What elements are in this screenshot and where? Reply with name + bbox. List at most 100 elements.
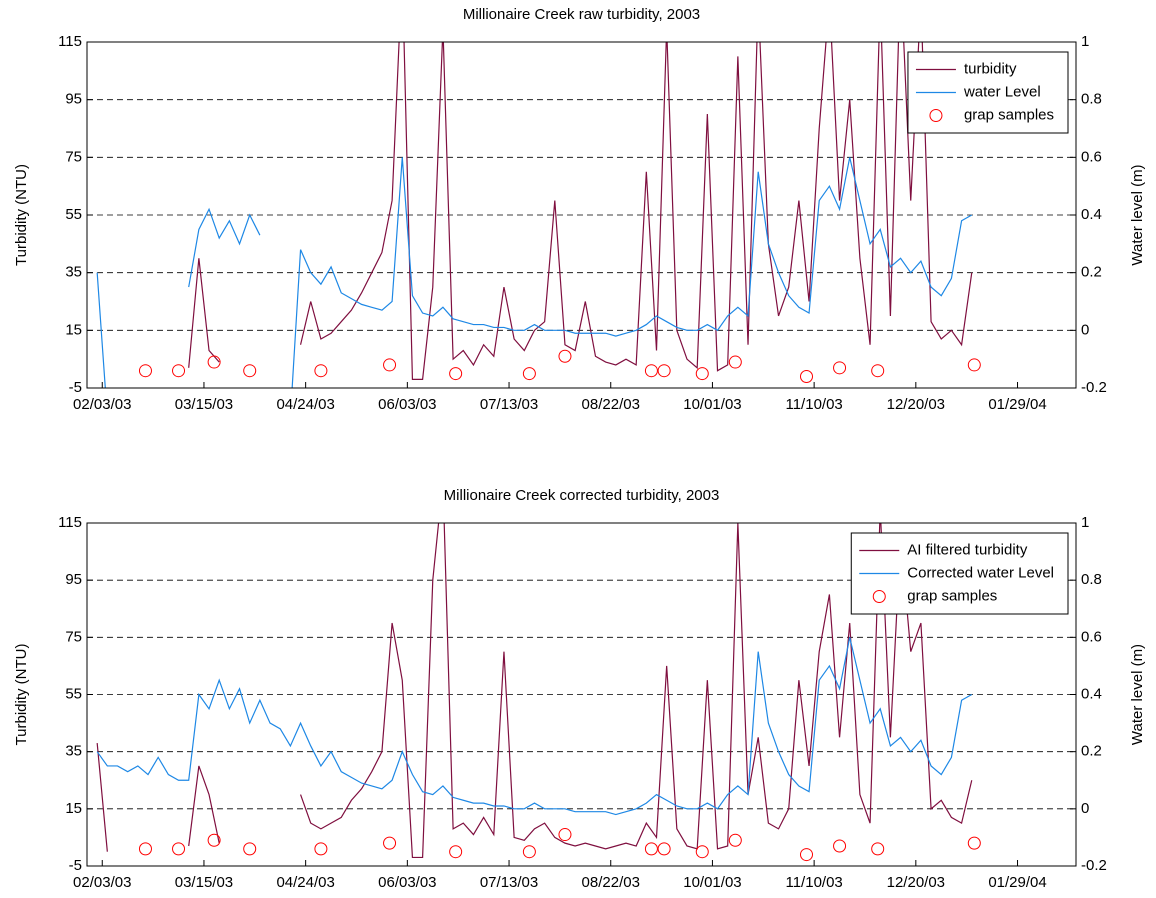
sample-point <box>871 364 885 378</box>
sample-point <box>558 349 572 363</box>
sample-point <box>243 842 257 856</box>
sample-point <box>728 833 742 847</box>
sample-point <box>522 367 536 381</box>
x-tick-label: 06/03/03 <box>378 396 436 413</box>
legend-marker <box>872 590 886 603</box>
x-tick-label: 07/13/03 <box>480 874 538 891</box>
sample-point <box>728 355 742 369</box>
sample-point <box>800 848 814 862</box>
sample-point <box>967 836 981 850</box>
chart: Millionaire Creek raw turbidity, 2003 Tur… <box>13 6 1146 413</box>
sample-point <box>314 364 328 378</box>
sample-point <box>138 842 152 856</box>
sample-point <box>833 361 847 375</box>
series-line <box>188 42 973 380</box>
plot-area <box>96 42 981 388</box>
legend-marker <box>929 109 943 122</box>
sample-point <box>243 364 257 378</box>
x-tick-label: 03/15/03 <box>175 396 233 413</box>
x-tick-label: 03/15/03 <box>175 874 233 891</box>
x-tick-label: 04/24/03 <box>276 396 334 413</box>
y-tick-label: 115 <box>58 514 82 531</box>
sample-point <box>800 369 814 383</box>
y-tick-label: 55 <box>65 206 82 223</box>
y2-tick-label: 0.8 <box>1081 571 1102 588</box>
sample-point <box>644 842 658 856</box>
y2-tick-label: 0.8 <box>1081 91 1102 108</box>
legend-label: grap samples <box>964 106 1054 123</box>
y2-tick-label: 0.4 <box>1081 206 1102 223</box>
x-tick-label: 11/10/03 <box>785 874 842 891</box>
sample-point <box>449 367 463 381</box>
series-line <box>96 157 973 388</box>
x-tick-label: 08/22/03 <box>582 874 640 891</box>
x-tick-label: 07/13/03 <box>480 396 538 413</box>
x-tick-label: 12/20/03 <box>887 874 945 891</box>
chart: Millionaire Creek corrected turbidity, 2… <box>13 487 1146 891</box>
y-tick-label: 95 <box>65 91 82 108</box>
sample-point <box>172 364 186 378</box>
y-tick-label: 35 <box>65 743 82 760</box>
y-tick-label: -5 <box>69 857 82 874</box>
x-tick-label: 10/01/03 <box>683 874 741 891</box>
y2-tick-label: -0.2 <box>1081 857 1107 874</box>
sample-point <box>695 367 709 381</box>
y2-tick-label: 0.4 <box>1081 685 1102 702</box>
sample-point <box>383 358 397 372</box>
sample-point <box>449 845 463 859</box>
y2-tick-label: 0.6 <box>1081 148 1102 165</box>
sample-point <box>558 828 572 842</box>
legend-label: grap samples <box>907 587 997 604</box>
y2-axis-label: Water level (m) <box>1129 644 1146 745</box>
y2-tick-label: 1 <box>1081 514 1089 531</box>
chart-title: Millionaire Creek raw turbidity, 2003 <box>463 6 700 23</box>
x-tick-label: 06/03/03 <box>378 874 436 891</box>
y-tick-label: 95 <box>65 571 82 588</box>
sample-point <box>207 833 221 847</box>
y-tick-label: 15 <box>65 800 82 817</box>
sample-point <box>967 358 981 372</box>
axes-box <box>86 41 1077 389</box>
series-line <box>96 523 973 859</box>
y2-tick-label: -0.2 <box>1081 379 1107 396</box>
x-tick-label: 08/22/03 <box>582 396 640 413</box>
y-axis-label: Turbidity (NTU) <box>13 644 30 746</box>
plot-area <box>96 523 981 862</box>
sample-point <box>522 845 536 859</box>
sample-point <box>314 842 328 856</box>
sample-point <box>138 364 152 378</box>
y-tick-label: 55 <box>65 685 82 702</box>
y-tick-label: -5 <box>69 379 82 396</box>
y2-tick-label: 0.6 <box>1081 628 1102 645</box>
sample-point <box>207 355 221 369</box>
y2-tick-label: 0.2 <box>1081 264 1102 281</box>
sample-point <box>657 842 671 856</box>
legend: AI filtered turbidity Corrected water Lev… <box>850 532 1069 615</box>
legend-label: Corrected water Level <box>907 564 1054 581</box>
y2-tick-label: 1 <box>1081 33 1089 50</box>
y2-tick-label: 0 <box>1081 321 1089 338</box>
legend-label: AI filtered turbidity <box>907 541 1028 558</box>
series-line <box>96 637 973 816</box>
sample-point <box>695 845 709 859</box>
y-tick-label: 15 <box>65 321 82 338</box>
y-tick-label: 115 <box>58 33 82 50</box>
axes-box <box>86 522 1077 867</box>
x-tick-label: 02/03/03 <box>73 874 131 891</box>
x-tick-label: 04/24/03 <box>276 874 334 891</box>
legend-label: turbidity <box>964 60 1017 77</box>
sample-point <box>871 842 885 856</box>
y-tick-label: 75 <box>65 628 82 645</box>
x-tick-label: 01/29/04 <box>988 396 1046 413</box>
sample-point <box>644 364 658 378</box>
y-axis-label: Turbidity (NTU) <box>13 164 30 266</box>
y2-tick-label: 0 <box>1081 800 1089 817</box>
y-tick-label: 35 <box>65 264 82 281</box>
sample-point <box>833 839 847 853</box>
sample-point <box>172 842 186 856</box>
sample-point <box>657 364 671 378</box>
y2-tick-label: 0.2 <box>1081 743 1102 760</box>
x-tick-label: 02/03/03 <box>73 396 131 413</box>
